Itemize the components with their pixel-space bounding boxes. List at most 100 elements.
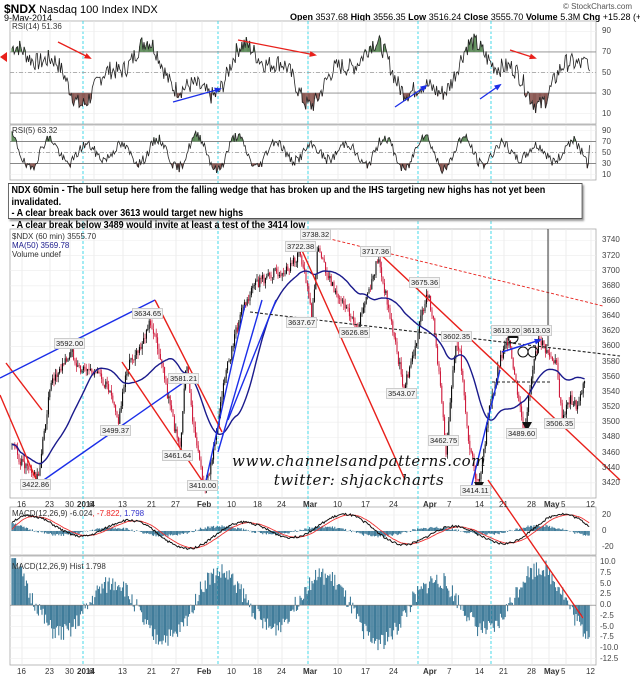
x-tick: 28 xyxy=(527,667,536,676)
y-tick: 50 xyxy=(602,147,611,157)
x-tick: 10 xyxy=(333,667,342,676)
price-tick: 3660 xyxy=(602,295,620,305)
macd-value: MACD(12,26,9) -6.024 xyxy=(12,509,93,518)
analysis-annotation: NDX 60min - The bull setup here from the… xyxy=(8,183,583,230)
price-label: 3499.37 xyxy=(100,425,132,436)
price-label: 3602.35 xyxy=(441,331,473,342)
high-label: High xyxy=(350,12,371,22)
x-tick: 6 xyxy=(89,667,94,676)
x-tick: 17 xyxy=(361,500,370,509)
x-tick: 13 xyxy=(118,667,127,676)
y-tick: 30 xyxy=(602,88,611,98)
x-tick: 2014 xyxy=(77,667,95,676)
x-tick: Feb xyxy=(197,500,212,509)
x-tick: 27 xyxy=(171,500,180,509)
price-label: 3410.00 xyxy=(187,480,219,491)
open-label: Open xyxy=(290,12,314,22)
x-tick: 12 xyxy=(586,667,595,676)
annotation-line-3: - A clear break below 3489 would invite … xyxy=(11,218,306,231)
y-tick: 90 xyxy=(602,26,611,36)
watermark-twitter: twitter: shjackcharts xyxy=(273,471,445,489)
open-value: 3537.68 xyxy=(315,12,349,22)
price-label: 3592.00 xyxy=(54,338,86,349)
x-tick: 10 xyxy=(227,500,236,509)
change-value: +15.28 (+0.43%) ▲ xyxy=(602,12,640,22)
x-tick: 18 xyxy=(253,500,262,509)
price-tick: 3440 xyxy=(602,462,620,472)
symbol: $NDX xyxy=(4,2,37,16)
close-value: 3555.70 xyxy=(490,12,524,22)
annotation-line-2: - A clear break back over 3613 would tar… xyxy=(11,207,244,219)
y-tick: 30 xyxy=(602,158,611,168)
price-label: 3543.07 xyxy=(386,388,418,399)
price-tick: 3640 xyxy=(602,311,620,321)
x-tick: Mar xyxy=(303,500,318,509)
x-tick: 21 xyxy=(499,500,508,509)
price-tick: 3580 xyxy=(602,356,620,366)
y-tick: 50 xyxy=(602,67,611,77)
x-tick: 21 xyxy=(499,667,508,676)
x-tick: May xyxy=(544,667,560,676)
price-label: 3626.85 xyxy=(339,327,371,338)
index-name: Nasdaq 100 Index xyxy=(39,4,129,16)
watermark-website: www.channelsandpatterns.com xyxy=(232,452,487,470)
x-tick: 24 xyxy=(277,500,286,509)
x-tick: 14 xyxy=(475,667,484,676)
price-label: 3613.03 xyxy=(521,325,553,336)
hist-tick: -12.5 xyxy=(600,653,619,663)
annotation-line-1: NDX 60min - The bull setup here from the… xyxy=(11,184,546,208)
x-tick: 5 xyxy=(561,500,566,509)
x-tick: 30 xyxy=(65,667,74,676)
y-tick: 10 xyxy=(602,108,611,118)
x-tick: May xyxy=(544,500,560,509)
price-tick: 3720 xyxy=(602,250,620,260)
x-tick: 24 xyxy=(389,667,398,676)
change-label: Chg xyxy=(582,12,601,22)
price-tick: 3420 xyxy=(602,477,620,487)
stockcharts-brand: © StockCharts.com xyxy=(562,2,632,11)
symbol-title: $NDX Nasdaq 100 Index INDX xyxy=(4,2,158,16)
hist-tick: 7.5 xyxy=(600,568,612,578)
x-tick: 21 xyxy=(147,667,156,676)
price-tick: 3740 xyxy=(602,235,620,245)
macd-tick: 20 xyxy=(602,510,611,519)
price-tick: 3500 xyxy=(602,417,620,427)
x-tick: 17 xyxy=(361,667,370,676)
price-label: 3461.64 xyxy=(162,450,194,461)
rsi5-label: RSI(5) 63.32 xyxy=(12,126,58,135)
price-label: 3738.32 xyxy=(300,229,332,240)
y-tick: 70 xyxy=(602,46,611,56)
y-tick: 70 xyxy=(602,136,611,146)
x-tick: 16 xyxy=(17,667,26,676)
price-tick: 3680 xyxy=(602,280,620,290)
price-tick: 3700 xyxy=(602,265,620,275)
volume-value: 5.3M xyxy=(560,12,581,22)
x-tick: 27 xyxy=(171,667,180,676)
x-tick: 7 xyxy=(447,500,452,509)
price-label: 3414.11 xyxy=(460,485,491,496)
exchange: INDX xyxy=(131,4,158,16)
close-label: Close xyxy=(463,12,489,22)
x-tick: 7 xyxy=(447,667,452,676)
hist-tick: 5.0 xyxy=(600,578,612,588)
price-label: 3634.65 xyxy=(132,308,164,319)
x-tick: 24 xyxy=(277,667,286,676)
price-label: 3613.20 xyxy=(491,325,523,336)
macd-tick: 0 xyxy=(602,526,607,535)
x-tick: 30 xyxy=(65,500,74,509)
x-tick: 10 xyxy=(227,667,236,676)
x-tick: Apr xyxy=(423,667,437,676)
rsi14-label: RSI(14) 51.36 xyxy=(12,22,62,31)
price-label: 3581.21 xyxy=(168,373,200,384)
macd-tick: -20 xyxy=(602,542,614,551)
price-tick: 3600 xyxy=(602,341,620,351)
price-label: 3637.67 xyxy=(286,317,318,328)
x-tick: 18 xyxy=(253,667,262,676)
macd-hist-label: MACD(12,26,9) Hist 1.798 xyxy=(12,562,106,571)
x-tick: 6 xyxy=(89,500,94,509)
hist-tick: 10.0 xyxy=(600,557,616,567)
hist-tick: -2.5 xyxy=(600,610,614,620)
price-label: 3422.86 xyxy=(20,479,52,490)
x-tick: Apr xyxy=(423,500,437,509)
chart-date: 9-May-2014 xyxy=(4,13,53,23)
